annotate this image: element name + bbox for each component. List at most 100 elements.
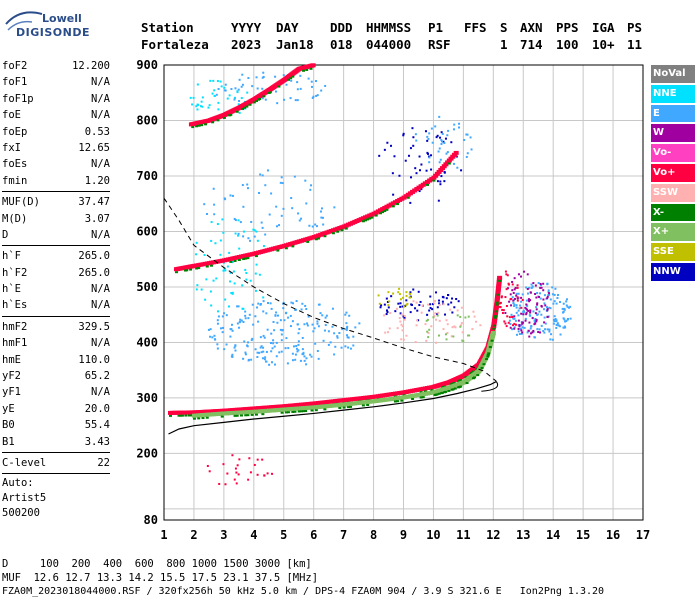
color-legend: NoVal NNE E W Vo- Vo+ SSW X- X+ SSE NNW: [651, 65, 695, 283]
scatter-point: [397, 302, 400, 305]
trace-point: [304, 409, 308, 412]
trace-point: [444, 390, 448, 393]
param-value: 12.200: [72, 60, 110, 72]
trace-point: [374, 214, 378, 217]
trace-point: [419, 396, 423, 399]
x-tick-label: 15: [576, 528, 590, 542]
param-row-fxi: fxI 12.65: [2, 140, 110, 156]
trace-point: [494, 315, 498, 318]
scatter-point: [216, 319, 219, 322]
scatter-point: [260, 351, 263, 354]
param-row-foe: foE N/A: [2, 107, 110, 123]
scatter-point: [430, 325, 433, 328]
scatter-point: [546, 328, 549, 331]
param-name: D: [2, 228, 9, 241]
scatter-point: [261, 76, 264, 79]
hdr-value-iga: 10+: [592, 37, 615, 52]
scatter-point: [521, 322, 524, 325]
param-row-fmin: fmin 1.20: [2, 173, 110, 189]
scatter-point: [434, 125, 437, 128]
scaled-parameters-panel: foF2 12.200 foF1 N/A foF1p N/A foE N/A foEp 0.53 f…: [2, 58, 110, 521]
scatter-point: [218, 482, 221, 485]
scatter-point: [388, 327, 391, 330]
scatter-point: [534, 312, 537, 315]
param-name: foE: [2, 109, 21, 122]
scatter-point: [445, 297, 448, 300]
scatter-point: [321, 314, 324, 317]
scatter-point: [540, 313, 543, 316]
trace-point: [222, 116, 226, 119]
scatter-point: [466, 152, 469, 155]
scatter-point: [250, 220, 253, 223]
param-row-foes: foEs N/A: [2, 156, 110, 172]
scatter-point: [416, 319, 419, 322]
trace-point: [381, 211, 385, 214]
scatter-point: [216, 347, 219, 350]
trace-point: [368, 217, 372, 220]
scatter-point: [512, 299, 515, 302]
scatter-point: [203, 253, 206, 256]
scatter-point: [434, 299, 437, 302]
scatter-point: [514, 286, 517, 289]
scatter-point: [214, 338, 217, 341]
scatter-point: [499, 301, 502, 304]
scatter-point: [214, 242, 217, 245]
scatter-point: [396, 327, 399, 330]
scatter-point: [543, 331, 546, 334]
scatter-point: [324, 324, 327, 327]
scatter-point: [306, 322, 309, 325]
scatter-point: [393, 155, 396, 158]
scatter-point: [543, 321, 546, 324]
scatter-point: [444, 333, 447, 336]
scatter-point: [303, 323, 306, 326]
scatter-point: [501, 312, 504, 315]
scatter-point: [505, 305, 508, 308]
scatter-point: [441, 300, 444, 303]
scatter-point: [275, 341, 278, 344]
scatter-point: [221, 218, 224, 221]
scatter-point: [553, 320, 556, 323]
scatter-point: [430, 127, 433, 130]
scatter-point: [499, 306, 502, 309]
scatter-point: [231, 261, 234, 264]
scatter-point: [529, 311, 532, 314]
trace-point: [220, 415, 224, 418]
scatter-point: [191, 103, 194, 106]
param-row-fof1p: foF1p N/A: [2, 91, 110, 107]
scatter-point: [428, 132, 431, 135]
scatter-point: [213, 89, 216, 92]
trace-point: [497, 275, 503, 280]
virtual-height-profile: [163, 197, 497, 382]
trace-point: [391, 205, 395, 208]
scatter-point: [523, 270, 526, 273]
param-name: M(D): [2, 212, 28, 225]
scatter-point: [261, 87, 264, 90]
legend-item-e: E: [651, 104, 695, 123]
trace-point: [254, 100, 258, 103]
scatter-point: [386, 300, 389, 303]
scatter-point: [299, 74, 302, 77]
logo-text-digisonde: DIGISONDE: [16, 26, 90, 39]
scatter-point: [538, 295, 541, 298]
trace-point: [268, 91, 272, 94]
scatter-point: [555, 326, 558, 329]
scatter-point: [438, 299, 441, 302]
scatter-point: [295, 344, 298, 347]
scatter-point: [521, 326, 524, 329]
scatter-point: [546, 295, 549, 298]
scatter-point: [264, 98, 267, 101]
scatter-point: [316, 349, 319, 352]
scatter-point: [280, 350, 283, 353]
scatter-point: [395, 307, 398, 310]
scatter-point: [562, 302, 565, 305]
scatter-point: [242, 205, 245, 208]
trace-point: [452, 382, 456, 385]
trace-point: [245, 105, 249, 108]
scatter-point: [314, 223, 317, 226]
legend-item-nne: NNE: [651, 84, 695, 103]
scatter-point: [471, 328, 474, 331]
scatter-point: [517, 314, 520, 317]
scatter-point: [554, 317, 557, 320]
scatter-point: [252, 228, 255, 231]
legend-item-nnw: NNW: [651, 262, 695, 281]
